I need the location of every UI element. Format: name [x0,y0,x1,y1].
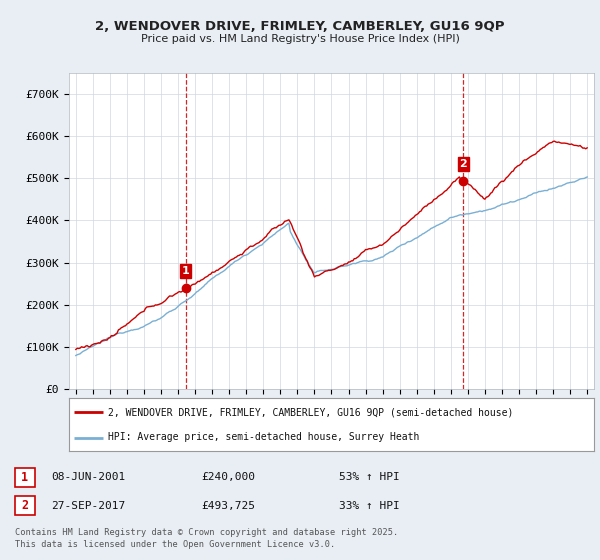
Text: 33% ↑ HPI: 33% ↑ HPI [339,501,400,511]
Text: 2, WENDOVER DRIVE, FRIMLEY, CAMBERLEY, GU16 9QP (semi-detached house): 2, WENDOVER DRIVE, FRIMLEY, CAMBERLEY, G… [109,408,514,418]
Text: 27-SEP-2017: 27-SEP-2017 [51,501,125,511]
Text: Contains HM Land Registry data © Crown copyright and database right 2025.
This d: Contains HM Land Registry data © Crown c… [15,528,398,549]
Text: 2: 2 [22,499,28,512]
Text: Price paid vs. HM Land Registry's House Price Index (HPI): Price paid vs. HM Land Registry's House … [140,34,460,44]
Text: £493,725: £493,725 [201,501,255,511]
Text: 1: 1 [182,266,190,276]
Text: £240,000: £240,000 [201,472,255,482]
Text: 2, WENDOVER DRIVE, FRIMLEY, CAMBERLEY, GU16 9QP: 2, WENDOVER DRIVE, FRIMLEY, CAMBERLEY, G… [95,20,505,34]
Text: 2: 2 [460,159,467,169]
Text: 1: 1 [22,470,28,484]
Text: HPI: Average price, semi-detached house, Surrey Heath: HPI: Average price, semi-detached house,… [109,432,420,442]
Text: 08-JUN-2001: 08-JUN-2001 [51,472,125,482]
Text: 53% ↑ HPI: 53% ↑ HPI [339,472,400,482]
